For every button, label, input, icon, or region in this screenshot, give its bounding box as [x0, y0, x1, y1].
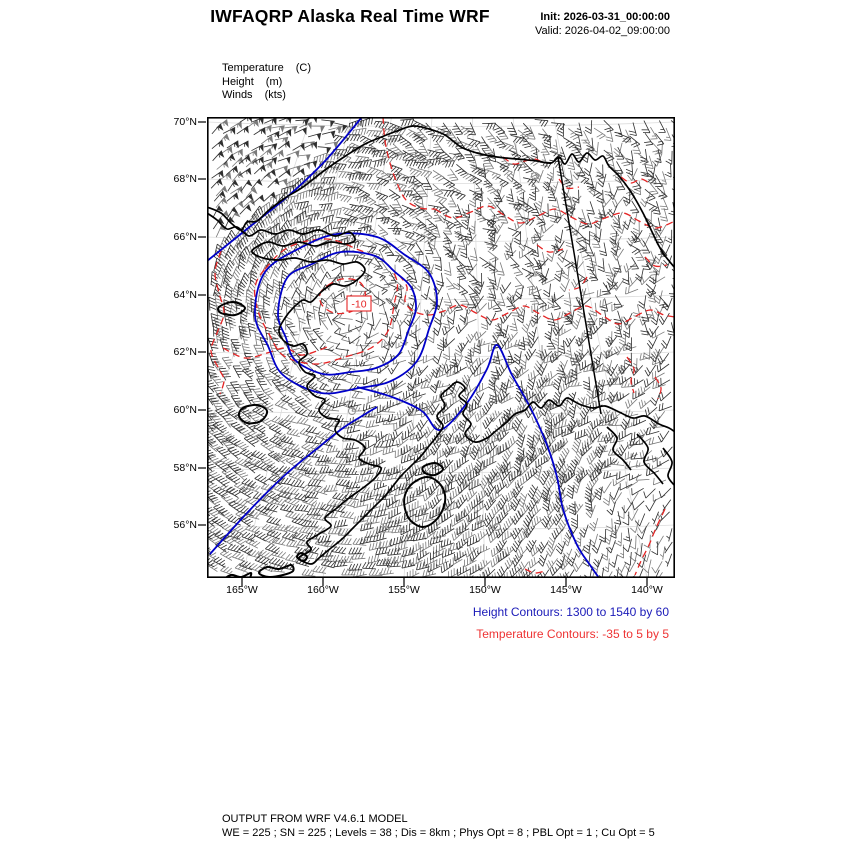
- init-value: 2026-03-31_00:00:00: [563, 11, 670, 23]
- temperature-contours-note: Temperature Contours: -35 to 5 by 5: [476, 627, 669, 641]
- temperature-contours: [210, 117, 675, 576]
- model-footnote: OUTPUT FROM WRF V4.6.1 MODEL WE = 225 ; …: [222, 813, 655, 840]
- coastlines: [207, 125, 675, 578]
- lon-tick-label: 150°W: [469, 584, 501, 596]
- lon-tick-label: 145°W: [550, 584, 582, 596]
- valid-time-line: Valid: 2026-04-02_09:00:00: [535, 24, 670, 38]
- legend-row-temperature: Temperature (C): [222, 62, 311, 76]
- lat-tick-label: 70°N: [173, 116, 197, 128]
- height-contours-note: Height Contours: 1300 to 1540 by 60: [472, 605, 669, 619]
- lat-tick-label: 66°N: [173, 231, 197, 243]
- map-panel: -10: [198, 117, 675, 586]
- legend-label: Winds: [222, 89, 253, 101]
- plot-title: IWFAQRP Alaska Real Time WRF: [210, 6, 490, 26]
- valid-label: Valid:: [535, 25, 562, 37]
- lon-tick-label: 160°W: [307, 584, 339, 596]
- lat-tick-label: 64°N: [173, 289, 197, 301]
- footer-model-line: OUTPUT FROM WRF V4.6.1 MODEL: [222, 813, 408, 825]
- lat-tick-label: 62°N: [173, 346, 197, 358]
- legend-row-winds: Winds (kts): [222, 89, 311, 103]
- legend-label: Height: [222, 75, 254, 88]
- map-border: [207, 117, 675, 578]
- contour-value-label: -10: [346, 295, 372, 312]
- wind-barbs: [207, 117, 675, 578]
- legend-row-height: Height (m): [222, 76, 311, 90]
- footer-config-line: WE = 225 ; SN = 225 ; Levels = 38 ; Dis …: [222, 826, 655, 839]
- lat-tick-label: 58°N: [173, 462, 197, 474]
- run-times: Init: 2026-03-31_00:00:00 Valid: 2026-04…: [535, 10, 670, 38]
- lat-tick-label: 60°N: [173, 404, 197, 416]
- lat-tick-label: 56°N: [173, 519, 197, 531]
- lon-tick-label: 165°W: [226, 584, 258, 596]
- axis-ticks: [198, 121, 648, 586]
- init-time-line: Init: 2026-03-31_00:00:00: [535, 10, 670, 24]
- station-circles: [348, 172, 539, 531]
- legend-unit: (kts): [264, 89, 286, 101]
- map-canvas: -10: [198, 117, 675, 586]
- lon-tick-label: 140°W: [631, 584, 663, 596]
- legend-label: Temperature: [222, 62, 284, 74]
- init-label: Init:: [540, 11, 561, 23]
- valid-value: 2026-04-02_09:00:00: [564, 25, 670, 37]
- lon-tick-label: 155°W: [388, 584, 420, 596]
- svg-text:-10: -10: [351, 299, 366, 311]
- legend-unit: (C): [295, 62, 312, 74]
- lat-tick-label: 68°N: [173, 173, 197, 185]
- legend-unit: (m): [265, 75, 283, 88]
- field-legend: Temperature (C) Height (m) Winds (kts): [222, 62, 311, 103]
